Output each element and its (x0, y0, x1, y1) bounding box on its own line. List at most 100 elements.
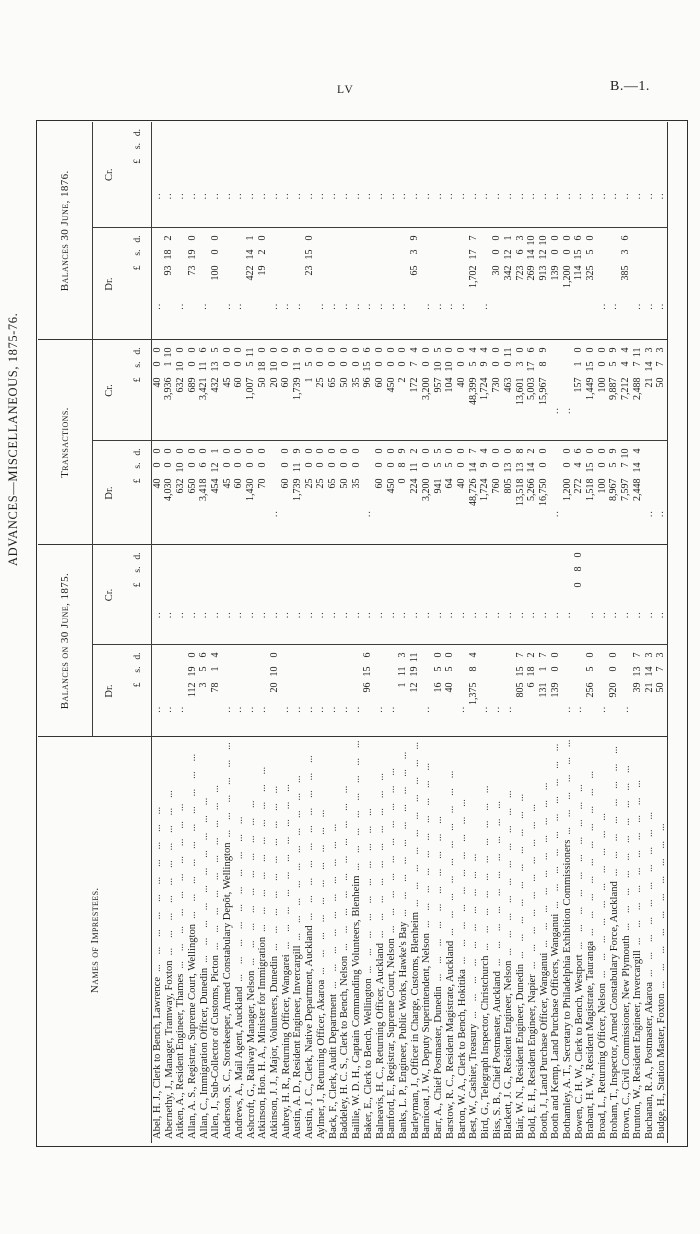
amount-cell-trans_dr: 16,750 0 0 (538, 441, 550, 545)
amount-cell-trans_cr: 100 0 0 (596, 340, 609, 441)
empty-amount-cell-b1876_dr: .. (280, 228, 293, 340)
amount-cell-b1876_dr: 269 14 10 (526, 228, 539, 340)
imprestee-name: Aylmer, J., Returning Officer, Akaroa...… (316, 737, 328, 1143)
amount-cell-trans_cr: 3,936 1 10 (163, 340, 175, 441)
dot-leader: ... ... ... ... ... ... ... ... ... ... (292, 775, 304, 941)
amount-cell-trans_cr: 50 18 0 (256, 340, 269, 441)
amount-cell-b1876_dr: 325 5 0 (585, 228, 597, 340)
amount-cell-trans_cr: 432 13 5 (210, 340, 222, 441)
empty-amount-cell-b1875_dr: .. (245, 645, 257, 737)
empty-amount-cell-b1875_cr: .. (362, 545, 375, 645)
table-row: Aylmer, J., Returning Officer, Akaroa...… (315, 122, 328, 1143)
amount-cell-trans_cr: 25 0 0 (315, 340, 328, 441)
empty-amount-cell-b1876_dr: .. (339, 228, 351, 340)
amount-cell-b1876_dr: 385 3 6 (620, 228, 632, 340)
dot-leader: ... ... ... ... ... ... ... ... ... ... (433, 816, 445, 982)
empty-amount-cell-b1876_cr: .. (479, 122, 492, 228)
empty-amount-cell-b1875_cr: .. (280, 545, 293, 645)
subheader-dr: Dr. (92, 441, 125, 545)
imprestee-name: Baddeley, H. C. S., Clerk to Bench, Nels… (339, 737, 351, 1143)
empty-amount-cell-b1875_cr: .. (268, 545, 281, 645)
empty-amount-cell-b1875_cr: .. (538, 545, 550, 645)
amount-cell-trans_cr: 15,967 8 9 (538, 340, 550, 441)
empty-amount-cell-trans_cr: .. (561, 340, 574, 441)
empty-amount-cell-b1876_cr: .. (350, 122, 363, 228)
dot-leader: ... ... ... ... ... ... ... ... ... ... (573, 784, 585, 950)
amount-cell-b1876_dr: 19 2 0 (256, 228, 269, 340)
subheader-cr: Cr. (92, 545, 125, 645)
empty-amount-cell-b1875_dr: .. (561, 645, 574, 737)
imprestee-name: Barleyman, J., Officer in Charge, Custom… (409, 737, 421, 1143)
empty-amount-cell-b1876_cr: .. (385, 122, 398, 228)
imprestee-name: Baillie, W. D. H., Captain Commanding Vo… (351, 737, 363, 1140)
empty-amount-cell-b1875_cr: .. (596, 545, 609, 645)
table-header: Names of Imprestees. Balances on 30 June… (38, 122, 152, 1143)
table-row: Barleyman, J., Officer in Charge, Custom… (409, 122, 422, 1143)
dot-leader: ... ... ... ... ... ... ... ... ... ... (315, 809, 327, 975)
amount-cell-trans_cr: 48,399 5 4 (467, 340, 480, 441)
empty-amount-cell-b1875_dr: .. (620, 645, 632, 737)
empty-amount-cell-b1876_cr: .. (245, 122, 257, 228)
dot-leader: ... ... ... ... ... ... ... ... ... ... (187, 753, 199, 919)
table-row: Budge, H., Station Master, Foxton... ...… (655, 122, 668, 1143)
amount-cell-b1875_dr: 131 1 7 (538, 645, 550, 737)
empty-amount-cell-b1876_cr: .. (514, 122, 527, 228)
amount-cell-b1875_dr: 50 7 3 (655, 645, 668, 737)
page-number: LV (337, 84, 355, 96)
subheader-dr: Dr. (92, 645, 125, 737)
empty-amount-cell-b1876_dr: .. (233, 228, 246, 340)
amount-cell-trans_cr: 96 15 6 (362, 340, 375, 441)
table-row: Bird, G., Telegraph Inspector, Christchu… (479, 122, 492, 1143)
empty-amount-cell-b1876_cr: .. (409, 122, 422, 228)
imprestee-name: Bowen, C. H. W., Clerk to Bench, Westpor… (573, 737, 585, 1143)
imprestee-name: Austin, A. D., Resident Engineer, Inverc… (292, 737, 304, 1143)
dot-leader: ... ... ... ... ... ... ... ... ... ... (550, 743, 562, 909)
table-row: Austin, J. C., Clerk, Native Department,… (303, 122, 316, 1143)
empty-amount-cell-b1875_cr: .. (245, 545, 257, 645)
empty-amount-cell-b1876_cr: .. (421, 122, 433, 228)
empty-amount-cell-b1876_cr: .. (374, 122, 386, 228)
amount-cell-trans_cr: 3,421 11 6 (198, 340, 211, 441)
empty-amount-cell-b1876_cr: .. (456, 122, 468, 228)
empty-amount-cell-b1876_cr: .. (585, 122, 597, 228)
imprestee-name: Biss, S. B., Chief Postmaster, Auckland.… (491, 737, 503, 1143)
table-row: Andrews, A., Mail Agent, Auckland... ...… (233, 122, 246, 1143)
imprestee-name: Brabant, H. W., Resident Magistrate, Tau… (585, 737, 597, 1143)
amount-cell-trans_cr: 45 0 0 (221, 340, 234, 441)
dot-leader: ... ... ... ... ... ... ... ... ... ... (339, 785, 351, 951)
amount-cell-b1876_dr: 1,200 0 0 (561, 228, 574, 340)
empty-amount-cell-b1876_cr: .. (339, 122, 351, 228)
table-row: Baillie, W. D. H., Captain Commanding Vo… (350, 122, 363, 1143)
amount-cell-trans_dr: 70 0 0 (256, 441, 269, 545)
imprestee-name: Brown, C., Civil Commissioner, New Plymo… (620, 737, 632, 1143)
table-row: Blackett, J. G., Resident Engineer, Nels… (503, 122, 515, 1143)
imprestee-name: Back, F., Clerk, Audit Department... ...… (327, 737, 339, 1143)
page-title: ADVANCES—MISCELLANEOUS, 1875-76. (6, 312, 20, 566)
table-row: Buchanan, R. A., Postmaster, Akaroa... .… (643, 122, 656, 1143)
empty-amount-cell-b1875_cr: .. (327, 545, 339, 645)
amount-cell-b1876_dr: 100 0 0 (210, 228, 222, 340)
empty-amount-cell-b1875_dr: .. (456, 645, 468, 737)
table-row: Barstow, R. C., Resident Magistrate, Auc… (444, 122, 457, 1143)
empty-amount-cell-b1876_dr: .. (479, 228, 492, 340)
empty-amount-cell-b1875_cr: .. (186, 545, 199, 645)
amount-cell-trans_dr: 8,967 5 9 (608, 441, 621, 545)
empty-amount-cell-b1875_cr: .. (174, 545, 187, 645)
imprestee-name: Barnicoat, J. W., Deputy Superintendent,… (421, 737, 433, 1143)
amount-cell-trans_dr: 60 0 0 (280, 441, 293, 545)
empty-amount-cell-b1876_dr: .. (327, 228, 339, 340)
dot-leader: ... ... ... ... ... ... ... ... ... ... (479, 785, 491, 951)
dot-leader: ... ... ... ... ... ... ... ... ... ... (327, 823, 339, 989)
dot-leader: ... ... ... ... ... ... ... ... ... ... (233, 816, 245, 982)
empty-amount-cell-b1876_dr: .. (444, 228, 457, 340)
imprestee-name: Abel, H. J., Clerk to Bench, Lawrence...… (152, 737, 164, 1143)
empty-amount-cell-b1876_dr: .. (596, 228, 609, 340)
empty-amount-cell-b1876_cr: .. (268, 122, 281, 228)
amount-cell-trans_dr: 760 0 0 (491, 441, 504, 545)
table-row: Booth, J., Land Purchase Officer, Wangan… (538, 122, 550, 1143)
empty-amount-cell-b1875_cr: .. (421, 545, 433, 645)
amount-cell-trans_dr: 40 0 0 (151, 441, 164, 545)
empty-amount-cell-b1876_cr: .. (631, 122, 644, 228)
amount-cell-b1875_dr: 139 0 0 (549, 645, 562, 737)
